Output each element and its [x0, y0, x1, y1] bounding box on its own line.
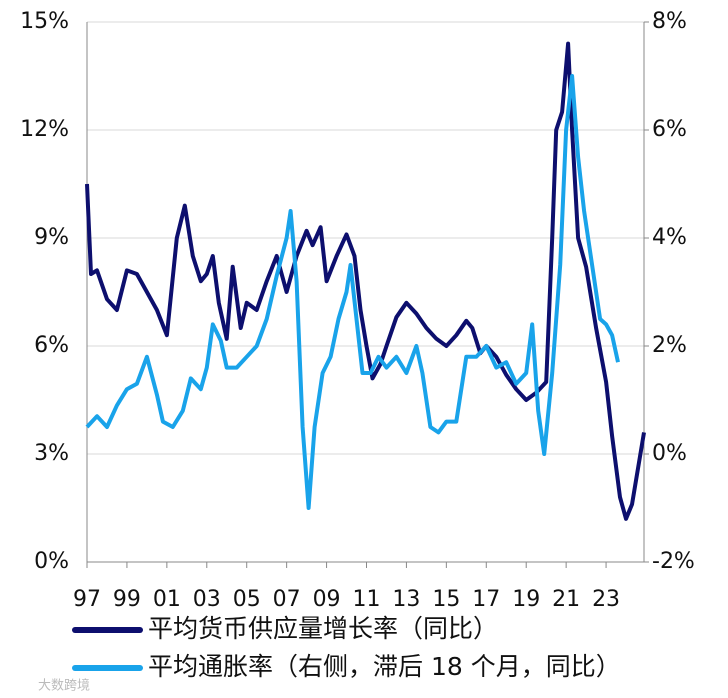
y-tick-label: 12%: [20, 117, 69, 142]
y2-tick-label: -2%: [652, 549, 695, 574]
x-tick-label: 99: [113, 587, 141, 612]
series-line: [85, 41, 646, 521]
y-tick-label: 15%: [20, 9, 69, 34]
watermark: 大数跨境: [38, 679, 90, 694]
y2-tick-label: 2%: [652, 333, 687, 358]
x-tick-label: 09: [313, 587, 341, 612]
series-line: [85, 74, 620, 510]
y2-tick-label: 6%: [652, 117, 687, 142]
y-tick-label: 0%: [34, 549, 69, 574]
legend-label: 平均通胀率（右侧，滞后 18 个月，同比）: [148, 652, 621, 681]
x-tick-label: 05: [233, 587, 261, 612]
y2-tick-label: 4%: [652, 225, 687, 250]
y-tick-label: 3%: [34, 441, 69, 466]
x-tick-label: 97: [73, 587, 101, 612]
y-tick-label: 9%: [34, 225, 69, 250]
x-tick-label: 23: [592, 587, 620, 612]
y2-tick-label: 8%: [652, 9, 687, 34]
x-tick-label: 07: [273, 587, 301, 612]
x-tick-label: 01: [153, 587, 181, 612]
x-tick-label: 19: [512, 587, 540, 612]
x-tick-label: 11: [352, 587, 380, 612]
x-tick-label: 21: [552, 587, 580, 612]
x-tick-label: 17: [472, 587, 500, 612]
y2-tick-label: 0%: [652, 441, 687, 466]
y-tick-label: 6%: [34, 333, 69, 358]
x-tick-label: 13: [392, 587, 420, 612]
legend-label: 平均货币供应量增长率（同比）: [148, 614, 498, 643]
x-tick-label: 03: [193, 587, 221, 612]
x-tick-label: 15: [432, 587, 460, 612]
